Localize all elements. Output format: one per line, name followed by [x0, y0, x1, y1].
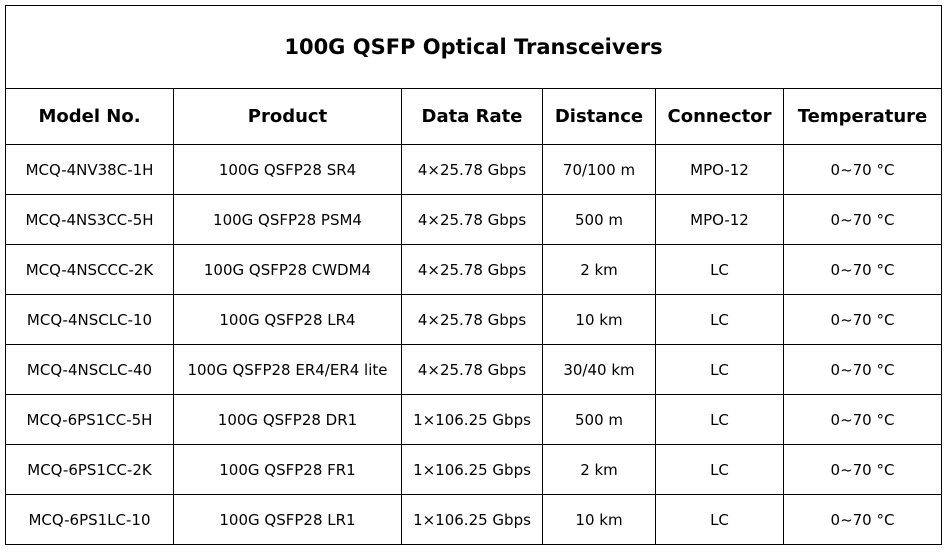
cell-data-rate: 1×106.25 Gbps [401, 494, 543, 545]
cell-temperature: 0~70 °C [782, 144, 943, 195]
table-title: 100G QSFP Optical Transceivers [4, 5, 943, 89]
cell-product: 100G QSFP28 LR1 [173, 494, 402, 545]
header-distance: Distance [542, 88, 656, 145]
cell-product: 100G QSFP28 ER4/ER4 lite [173, 344, 402, 395]
cell-model-no: MCQ-4NSCLC-10 [5, 294, 174, 345]
cell-model-no: MCQ-6PS1CC-2K [5, 444, 174, 495]
cell-connector: LC [655, 344, 784, 395]
cell-product: 100G QSFP28 SR4 [173, 144, 402, 195]
cell-distance: 2 km [542, 244, 656, 295]
cell-distance: 500 m [542, 394, 656, 445]
table-row: MCQ-6PS1CC-2K 100G QSFP28 FR1 1×106.25 G… [5, 444, 943, 495]
cell-data-rate: 4×25.78 Gbps [401, 144, 543, 195]
table-row: MCQ-4NSCCC-2K 100G QSFP28 CWDM4 4×25.78 … [5, 244, 943, 295]
cell-distance: 10 km [542, 494, 656, 545]
cell-connector: LC [655, 494, 784, 545]
cell-temperature: 0~70 °C [782, 494, 943, 545]
table-row: MCQ-6PS1LC-10 100G QSFP28 LR1 1×106.25 G… [5, 494, 943, 545]
cell-data-rate: 1×106.25 Gbps [401, 444, 543, 495]
cell-temperature: 0~70 °C [782, 394, 943, 445]
table-row: MCQ-4NV38C-1H 100G QSFP28 SR4 4×25.78 Gb… [5, 144, 943, 195]
cell-distance: 70/100 m [542, 144, 656, 195]
cell-model-no: MCQ-4NS3CC-5H [5, 194, 174, 245]
table-row: MCQ-4NSCLC-10 100G QSFP28 LR4 4×25.78 Gb… [5, 294, 943, 345]
table-row: MCQ-6PS1CC-5H 100G QSFP28 DR1 1×106.25 G… [5, 394, 943, 445]
cell-model-no: MCQ-4NSCCC-2K [5, 244, 174, 295]
cell-distance: 30/40 km [542, 344, 656, 395]
header-row: Model No. Product Data Rate Distance Con… [5, 88, 943, 145]
cell-temperature: 0~70 °C [782, 344, 943, 395]
cell-connector: LC [655, 244, 784, 295]
cell-connector: MPO-12 [655, 194, 784, 245]
cell-distance: 500 m [542, 194, 656, 245]
cell-connector: LC [655, 294, 784, 345]
header-model-no: Model No. [5, 88, 174, 145]
header-connector: Connector [655, 88, 784, 145]
header-data-rate: Data Rate [401, 88, 543, 145]
cell-data-rate: 4×25.78 Gbps [401, 194, 543, 245]
cell-model-no: MCQ-4NV38C-1H [5, 144, 174, 195]
cell-distance: 2 km [542, 444, 656, 495]
cell-model-no: MCQ-6PS1CC-5H [5, 394, 174, 445]
transceiver-table: 100G QSFP Optical Transceivers Model No.… [4, 5, 943, 545]
cell-data-rate: 4×25.78 Gbps [401, 294, 543, 345]
header-temperature: Temperature [782, 88, 943, 145]
cell-temperature: 0~70 °C [782, 294, 943, 345]
cell-product: 100G QSFP28 DR1 [173, 394, 402, 445]
cell-product: 100G QSFP28 PSM4 [173, 194, 402, 245]
table-row: MCQ-4NSCLC-40 100G QSFP28 ER4/ER4 lite 4… [5, 344, 943, 395]
header-product: Product [173, 88, 402, 145]
cell-product: 100G QSFP28 CWDM4 [173, 244, 402, 295]
cell-data-rate: 4×25.78 Gbps [401, 244, 543, 295]
cell-temperature: 0~70 °C [782, 444, 943, 495]
cell-product: 100G QSFP28 LR4 [173, 294, 402, 345]
cell-temperature: 0~70 °C [782, 194, 943, 245]
table-row: MCQ-4NS3CC-5H 100G QSFP28 PSM4 4×25.78 G… [5, 194, 943, 245]
cell-connector: LC [655, 394, 784, 445]
cell-temperature: 0~70 °C [782, 244, 943, 295]
cell-data-rate: 4×25.78 Gbps [401, 344, 543, 395]
cell-connector: MPO-12 [655, 144, 784, 195]
cell-product: 100G QSFP28 FR1 [173, 444, 402, 495]
cell-model-no: MCQ-4NSCLC-40 [5, 344, 174, 395]
cell-model-no: MCQ-6PS1LC-10 [5, 494, 174, 545]
cell-connector: LC [655, 444, 784, 495]
cell-data-rate: 1×106.25 Gbps [401, 394, 543, 445]
title-row: 100G QSFP Optical Transceivers [4, 5, 943, 89]
cell-distance: 10 km [542, 294, 656, 345]
